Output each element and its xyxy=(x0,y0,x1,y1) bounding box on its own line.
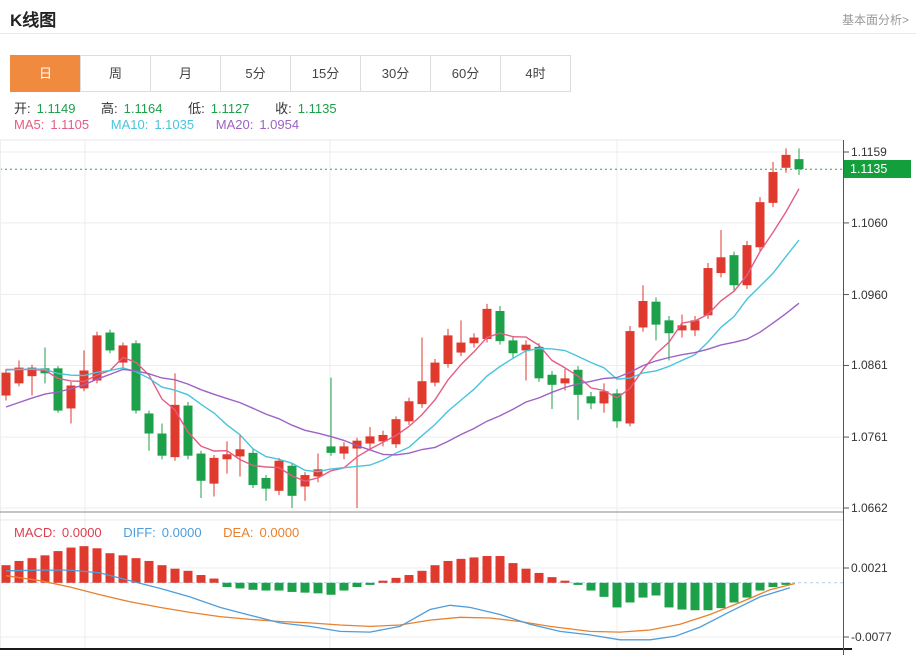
close-label: 收: xyxy=(275,101,292,116)
tab-period-4[interactable]: 15分 xyxy=(290,55,361,92)
tab-period-6[interactable]: 60分 xyxy=(430,55,501,92)
tab-period-3[interactable]: 5分 xyxy=(220,55,291,92)
tab-period-0[interactable]: 日 xyxy=(10,55,81,92)
open-label: 开: xyxy=(14,101,31,116)
axis-tick-label: 1.0861 xyxy=(851,358,888,373)
current-price-tag: 1.1135 xyxy=(844,160,911,179)
fundamental-analysis-link[interactable]: 基本面分析> xyxy=(841,13,909,27)
high-value: 1.1164 xyxy=(123,101,163,116)
axis-tick-label: 1.0960 xyxy=(851,287,888,302)
macd-label: MACD: xyxy=(14,525,56,540)
tab-period-5[interactable]: 30分 xyxy=(360,55,431,92)
ma20-label: MA20: xyxy=(215,117,254,132)
high-label: 高: xyxy=(101,101,118,116)
ma5-value: 1.1105 xyxy=(50,117,90,132)
low-value: 1.1127 xyxy=(210,101,250,116)
tab-period-2[interactable]: 月 xyxy=(150,55,221,92)
macd-legend: MACD: 0.0000 DIFF: 0.0000 DEA: 0.0000 xyxy=(14,525,305,540)
diff-value: 0.0000 xyxy=(161,525,202,540)
period-tabs: 日周月 5分 15分 30分 60分 4时 xyxy=(10,55,571,92)
diff-label: DIFF: xyxy=(123,525,156,540)
ma5-label: MA5: xyxy=(14,117,45,132)
tab-period-7[interactable]: 4时 xyxy=(500,55,571,92)
dea-label: DEA: xyxy=(223,525,254,540)
close-value: 1.1135 xyxy=(297,101,337,116)
low-label: 低: xyxy=(188,101,205,116)
dea-value: 0.0000 xyxy=(259,525,300,540)
ma10-value: 1.1035 xyxy=(154,117,195,132)
axis-tick-label: 0.0021 xyxy=(851,561,888,575)
open-value: 1.1149 xyxy=(36,101,76,116)
header-divider xyxy=(0,33,916,34)
page-title: K线图 xyxy=(10,11,57,30)
ohlc-legend: 开: 1.1149 高: 1.1164 低: 1.1127 收: 1.1135 xyxy=(14,98,343,117)
axis-tick-label: 1.0662 xyxy=(851,501,888,515)
ma20-value: 1.0954 xyxy=(259,117,300,132)
axis-tick-label: 1.1159 xyxy=(851,145,887,159)
ma10-label: MA10: xyxy=(110,117,149,132)
tab-period-1[interactable]: 周 xyxy=(80,55,151,92)
ma-legend: MA5: 1.1105 MA10: 1.1035 MA20: 1.0954 xyxy=(14,117,305,132)
macd-value: 0.0000 xyxy=(61,525,102,540)
axis-tick-label: -0.0077 xyxy=(851,630,892,644)
axis-tick-label: 1.1060 xyxy=(851,215,888,230)
axis-tick-label: 1.0761 xyxy=(851,430,888,445)
